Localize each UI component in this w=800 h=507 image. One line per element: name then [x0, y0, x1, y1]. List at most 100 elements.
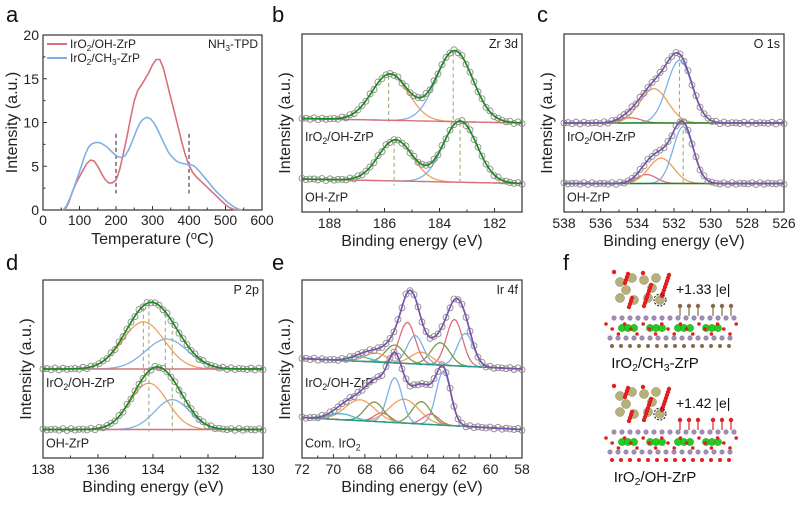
- p-atom: [675, 315, 681, 321]
- data-point: [115, 412, 123, 419]
- c-atom: [695, 303, 701, 309]
- terminal-atom: [682, 344, 686, 348]
- terminal-atom: [637, 458, 641, 462]
- highlight-circle: [653, 293, 667, 307]
- data-point: [51, 364, 59, 372]
- data-point: [636, 93, 644, 101]
- data-point: [147, 366, 155, 374]
- data-point: [640, 162, 648, 170]
- data-point: [632, 172, 640, 179]
- o-atom: [691, 446, 695, 450]
- x-tick-label: 300: [141, 212, 165, 228]
- data-point: [410, 291, 418, 299]
- panel-letter-e: e: [272, 250, 284, 275]
- ir-atom: [615, 293, 625, 303]
- data-point: [187, 405, 195, 413]
- p-atom: [711, 449, 717, 455]
- x-tick-label: 130: [251, 461, 275, 477]
- p-atom: [731, 315, 737, 321]
- p-atom: [659, 315, 665, 321]
- p-atom: [707, 429, 713, 435]
- x-axis-title-part: Temperature (: [91, 231, 191, 248]
- data-point: [103, 422, 111, 429]
- p-atom: [607, 449, 613, 455]
- terminal-atom: [691, 344, 695, 348]
- data-point: [342, 398, 350, 406]
- spectrum-label: IrO2/OH-ZrP: [305, 376, 374, 392]
- p-atom: [615, 335, 621, 341]
- o-atom: [715, 436, 720, 440]
- structure-label-part: IrO: [614, 469, 635, 486]
- p-atom: [627, 315, 633, 321]
- terminal-atom: [655, 458, 659, 462]
- data-point: [131, 313, 139, 320]
- p-atom: [691, 315, 697, 321]
- data-point: [183, 341, 191, 349]
- data-point: [458, 419, 466, 427]
- x-tick-label: 66: [388, 461, 404, 477]
- spectrum-label: OH-ZrP: [46, 437, 89, 451]
- spectrum-label: IrO2/OH-ZrP: [567, 130, 636, 146]
- o-atom: [677, 417, 683, 423]
- structure-label-part: 2: [635, 476, 641, 488]
- data-point: [358, 386, 366, 394]
- x-tick-label: 64: [420, 461, 436, 477]
- data-point: [422, 90, 430, 97]
- data-point: [652, 149, 660, 157]
- o-atom: [703, 441, 707, 445]
- p-atom: [611, 315, 617, 321]
- data-point: [752, 180, 760, 188]
- panel-letter-c: c: [537, 2, 548, 27]
- terminal-atom: [700, 344, 704, 348]
- x-axis-title: Binding energy (eV): [341, 479, 482, 496]
- data-point: [378, 75, 386, 83]
- data-point: [386, 70, 394, 78]
- x-tick-label: 136: [86, 461, 110, 477]
- data-point: [700, 172, 708, 180]
- p-atom: [615, 449, 621, 455]
- data-point: [660, 144, 668, 152]
- structure-label-part: -ZrP: [670, 355, 699, 372]
- data-point: [632, 100, 640, 108]
- data-point: [442, 135, 450, 143]
- spectrum-label-part: 2: [322, 136, 327, 146]
- terminal-atom: [646, 344, 650, 348]
- spectrum-label-part: OH-ZrP: [46, 437, 89, 451]
- legend-entry-part: IrO: [70, 51, 87, 65]
- fit-envelope: [301, 351, 523, 431]
- data-point: [195, 355, 203, 363]
- fit-envelope: [43, 366, 263, 431]
- data-point: [390, 348, 398, 356]
- annotation-nh3-tpd-part: 3: [225, 43, 230, 53]
- data-point: [251, 366, 259, 374]
- data-point: [636, 165, 644, 173]
- data-point: [434, 151, 442, 159]
- legend-entry-part: /CH: [91, 51, 112, 65]
- o-atom: [697, 322, 701, 326]
- structure-model-bottom: +1.42 |e| IrO2/OH-ZrP: [604, 383, 738, 488]
- x-tick-label: 60: [483, 461, 499, 477]
- data-point: [63, 426, 71, 434]
- terminal-atom: [637, 344, 641, 348]
- o-atom: [653, 446, 658, 450]
- x-tick-label: 538: [552, 215, 576, 231]
- o-atom: [622, 322, 627, 326]
- data-point: [382, 141, 390, 149]
- x-tick-label: 186: [373, 215, 397, 231]
- structure-label: IrO2/CH3-ZrP: [611, 355, 699, 374]
- panel-b-zr3d-chart: IrO2/OH-ZrP OH-ZrP Zr 3d 188 186 184 182 Intens…: [277, 33, 526, 250]
- panel-f-structures: +1.33 |e|IrO2/CH3-ZrP+1.42 |e|IrO2/OH-Zr…: [604, 269, 738, 488]
- p-atom: [723, 429, 729, 435]
- p-atom: [679, 449, 685, 455]
- data-point: [207, 361, 215, 369]
- spectrum-label-part: 2: [63, 382, 68, 392]
- y-axis-title: Intensity (a.u.): [4, 72, 21, 173]
- p-atom: [727, 335, 733, 341]
- spectrum-label-part: OH-ZrP: [567, 191, 610, 205]
- data-point: [572, 118, 580, 126]
- data-point: [362, 97, 370, 105]
- p-atom: [715, 429, 721, 435]
- data-point: [676, 50, 684, 58]
- terminal-atom: [700, 458, 704, 462]
